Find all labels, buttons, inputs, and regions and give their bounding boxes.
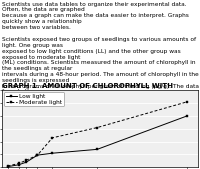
Line: Low light: Low light	[6, 115, 188, 168]
Text: GRAPH 1. AMOUNT OF CHLOROPHYLL WITH
DIFFERENT AMOUNTS OF LIGHT: GRAPH 1. AMOUNT OF CHLOROPHYLL WITH DIFF…	[2, 83, 173, 96]
Line: Moderate light: Moderate light	[6, 101, 188, 167]
Text: Scientists exposed two groups of seedlings to various amounts of light. One grou: Scientists exposed two groups of seedlin…	[2, 37, 199, 100]
Low light	[186, 115, 188, 117]
Moderate light	[18, 162, 20, 164]
Low light	[25, 161, 27, 163]
Moderate light	[6, 165, 9, 167]
Low light	[96, 148, 98, 150]
Low light	[51, 152, 54, 154]
Moderate light	[96, 127, 98, 129]
Text: Scientists use data tables to organize their experimental data. Often, the data : Scientists use data tables to organize t…	[2, 2, 189, 30]
Low light	[6, 166, 9, 168]
Moderate light	[186, 101, 188, 103]
Legend: Low light, Moderate light: Low light, Moderate light	[4, 92, 64, 106]
Moderate light	[36, 154, 39, 156]
Low light	[18, 164, 20, 166]
Moderate light	[51, 137, 54, 139]
Moderate light	[25, 159, 27, 161]
Low light	[36, 154, 39, 156]
